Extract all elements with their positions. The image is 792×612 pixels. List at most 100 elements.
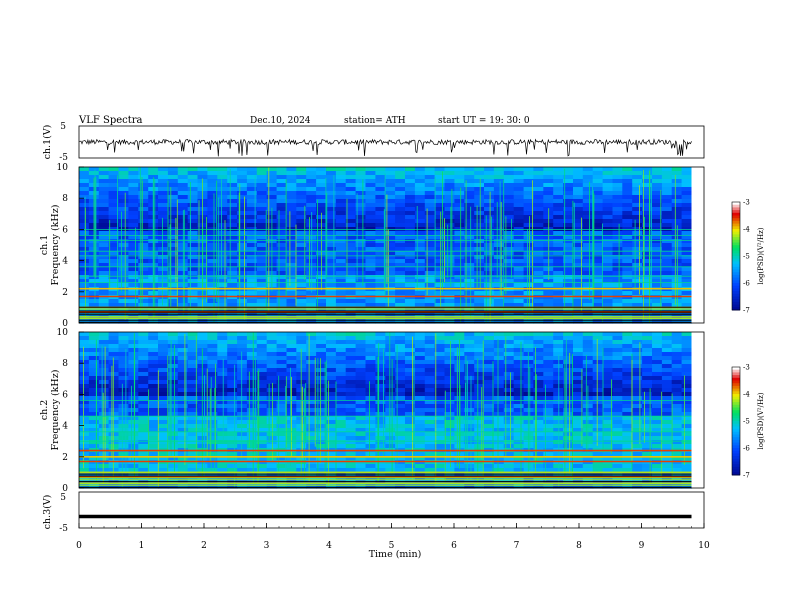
ch2-spec-cell [98, 412, 110, 417]
ch1-spec-cell [187, 183, 199, 188]
ch1-spec-cell [207, 319, 218, 324]
ch2-spec-cell [444, 388, 455, 393]
ch1-spec-cell [592, 195, 604, 200]
ch2-spec-cell [612, 376, 623, 381]
ch1-spec-cell [405, 279, 416, 284]
ch2-spec-cell [365, 372, 376, 377]
ch1-spec-cell [158, 191, 169, 196]
ch2-spec-cell [592, 384, 604, 389]
ch2-spec-cell [148, 484, 159, 489]
ch1-spec-cell [681, 203, 693, 208]
ch2-spec-cell [405, 376, 416, 381]
ch2-spec-cell [187, 420, 199, 425]
ch1-spec-cell [187, 187, 199, 192]
ch2-spec-cell [434, 384, 446, 389]
ch1-spec-cell [474, 239, 485, 244]
ch1-spec-cell [661, 319, 673, 324]
ch2-spec-cell [237, 412, 248, 417]
ch2-spec-cell [632, 352, 643, 357]
ch1-colorbar-step [732, 280, 740, 284]
ch2-spec-cell [246, 360, 258, 365]
ch1-spec-cell [602, 175, 614, 180]
ch2-spec-cell [355, 416, 367, 421]
ch1-spec-cell [573, 299, 584, 304]
ch2-spec-cell [138, 400, 149, 405]
ch2-spec-cell [474, 384, 485, 389]
ch1-spec-cell [602, 267, 614, 272]
ch1-spec-cell [326, 259, 337, 264]
ch1-spec-cell [296, 219, 307, 224]
ch2-spec-cell [148, 344, 159, 349]
ch2-spec-cell [681, 396, 693, 401]
ch1-spec-cell [622, 179, 633, 184]
ch2-spec-cell [217, 412, 228, 417]
ch2-spec-cell [276, 436, 288, 441]
ch2-spec-cell [375, 468, 386, 473]
ch1-spec-cell [365, 231, 376, 236]
ch2-spec-cell [256, 368, 268, 373]
ch1-spec-cell [592, 167, 604, 172]
ch1-spec-cell [326, 243, 337, 248]
ch2-spec-cell [335, 432, 347, 437]
ch1-spec-cell [79, 179, 90, 184]
ch2-spec-cell [375, 360, 386, 365]
ch2-spec-cell [108, 380, 120, 385]
ch2-spec-cell [345, 408, 357, 413]
ch2-spec-cell [88, 436, 100, 441]
ch2-spec-cell [266, 416, 278, 421]
ch1-spec-cell [661, 315, 673, 320]
ch1-spec-cell [217, 223, 228, 228]
ch2-spec-cell [365, 444, 376, 449]
ch1-spec-cell [167, 271, 179, 276]
ch1-spec-cell [474, 231, 485, 236]
ch2-spec-cell [612, 360, 623, 365]
ch2-spec-cell [138, 356, 149, 361]
ch1-spec-cell [345, 263, 357, 268]
ch2-spec-cell [98, 380, 110, 385]
ch2-spec-cell [661, 480, 673, 485]
ch1-spec-cell [484, 255, 495, 260]
ch1-spec-cell [326, 191, 337, 196]
ch1-spec-cell [493, 283, 505, 288]
ch2-spec-cell [414, 456, 426, 461]
ch2-spec-cell [434, 428, 446, 433]
ch1-spec-cell [513, 207, 525, 212]
ch1-spec-cell [681, 183, 693, 188]
ch1-spec-cell [454, 247, 465, 252]
ch1-spec-cell [484, 211, 495, 216]
ch1-spec-cell [326, 263, 337, 268]
ch1-spec-cell [493, 215, 505, 220]
ch1-spec-cell [227, 243, 238, 248]
ch1-spec-cell [187, 215, 199, 220]
ch2-spec-cell [592, 396, 604, 401]
ch1-spec-cell [474, 211, 485, 216]
ch2-spec-cell [187, 404, 199, 409]
ch1-spec-cell [395, 299, 406, 304]
ch2-spec-cell [148, 436, 159, 441]
ch1-spec-cell [365, 251, 376, 256]
ch1-colorbar-tick: -3 [743, 199, 750, 207]
ch2-spec-cell [355, 384, 367, 389]
ch2-spec-cell [158, 364, 169, 369]
ch2-spec-cell [227, 444, 238, 449]
ch2-spec-cell [533, 376, 544, 381]
ch2-spec-cell [602, 464, 614, 469]
ch2-spec-cell [671, 468, 683, 473]
ch2-spec-cell [158, 432, 169, 437]
ch1-spec-cell [681, 247, 693, 252]
ch1-spec-cell [187, 247, 199, 252]
ch1-spec-cell [513, 215, 525, 220]
ch1-spec-cell [187, 259, 199, 264]
ch1-spec-cell [414, 171, 426, 176]
ch1-spec-cell [167, 319, 179, 324]
ch2-spec-cell [414, 364, 426, 369]
ch2-spec-cell [543, 452, 554, 457]
ch1-spec-cell [246, 291, 258, 296]
ch1-spec-cell [523, 299, 535, 304]
ch2-spec-cell [573, 368, 584, 373]
ch1-spec-cell [266, 199, 278, 204]
ch1-spec-cell [503, 315, 515, 320]
ch1-spec-cell [138, 303, 149, 308]
ch1-spec-cell [237, 223, 248, 228]
ch2-spec-cell [493, 412, 505, 417]
